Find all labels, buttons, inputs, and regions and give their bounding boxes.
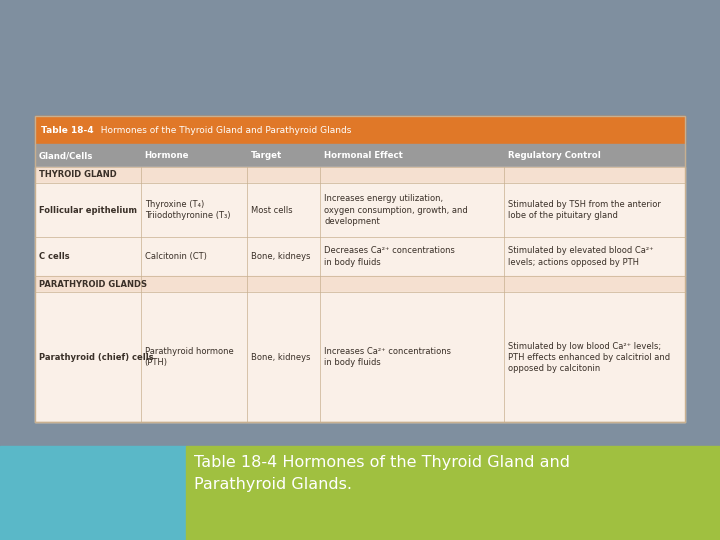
Text: Hormone: Hormone xyxy=(145,151,189,160)
Bar xyxy=(35,237,685,276)
Text: Stimulated by TSH from the anterior
lobe of the pituitary gland: Stimulated by TSH from the anterior lobe… xyxy=(508,200,661,220)
Bar xyxy=(35,167,685,183)
Text: Follicular epithelium: Follicular epithelium xyxy=(39,206,137,214)
Bar xyxy=(186,446,720,540)
Text: Table 18-4: Table 18-4 xyxy=(40,126,93,134)
Bar xyxy=(35,116,685,422)
Text: Hormones of the Thyroid Gland and Parathyroid Glands: Hormones of the Thyroid Gland and Parath… xyxy=(94,126,351,134)
Text: Increases energy utilization,
oxygen consumption, growth, and
development: Increases energy utilization, oxygen con… xyxy=(324,194,468,226)
Text: Parathyroid (chief) cells: Parathyroid (chief) cells xyxy=(39,353,153,362)
Text: Stimulated by low blood Ca²⁺ levels;
PTH effects enhanced by calcitriol and
oppo: Stimulated by low blood Ca²⁺ levels; PTH… xyxy=(508,342,670,373)
Text: PARATHYROID GLANDS: PARATHYROID GLANDS xyxy=(39,280,147,288)
Text: Most cells: Most cells xyxy=(251,206,292,214)
Text: THYROID GLAND: THYROID GLAND xyxy=(39,171,117,179)
Text: Decreases Ca²⁺ concentrations
in body fluids: Decreases Ca²⁺ concentrations in body fl… xyxy=(324,246,455,267)
Text: Target: Target xyxy=(251,151,282,160)
Bar xyxy=(35,292,685,422)
Text: Stimulated by elevated blood Ca²⁺
levels; actions opposed by PTH: Stimulated by elevated blood Ca²⁺ levels… xyxy=(508,246,654,267)
Text: Parathyroid hormone
(PTH): Parathyroid hormone (PTH) xyxy=(145,347,233,367)
Text: C cells: C cells xyxy=(39,252,69,261)
Text: Regulatory Control: Regulatory Control xyxy=(508,151,600,160)
Bar xyxy=(35,276,685,292)
Bar xyxy=(0,446,186,540)
Text: Calcitonin (CT): Calcitonin (CT) xyxy=(145,252,207,261)
Text: Bone, kidneys: Bone, kidneys xyxy=(251,252,310,261)
Text: Bone, kidneys: Bone, kidneys xyxy=(251,353,310,362)
Text: Hormonal Effect: Hormonal Effect xyxy=(324,151,403,160)
Bar xyxy=(35,116,685,144)
Bar xyxy=(35,144,685,167)
Text: Thyroxine (T₄)
Triiodothyronine (T₃): Thyroxine (T₄) Triiodothyronine (T₃) xyxy=(145,200,230,220)
Bar xyxy=(35,183,685,237)
Text: Table 18-4 Hormones of the Thyroid Gland and
Parathyroid Glands.: Table 18-4 Hormones of the Thyroid Gland… xyxy=(194,456,570,491)
Text: Increases Ca²⁺ concentrations
in body fluids: Increases Ca²⁺ concentrations in body fl… xyxy=(324,347,451,367)
Text: Gland/Cells: Gland/Cells xyxy=(39,151,93,160)
